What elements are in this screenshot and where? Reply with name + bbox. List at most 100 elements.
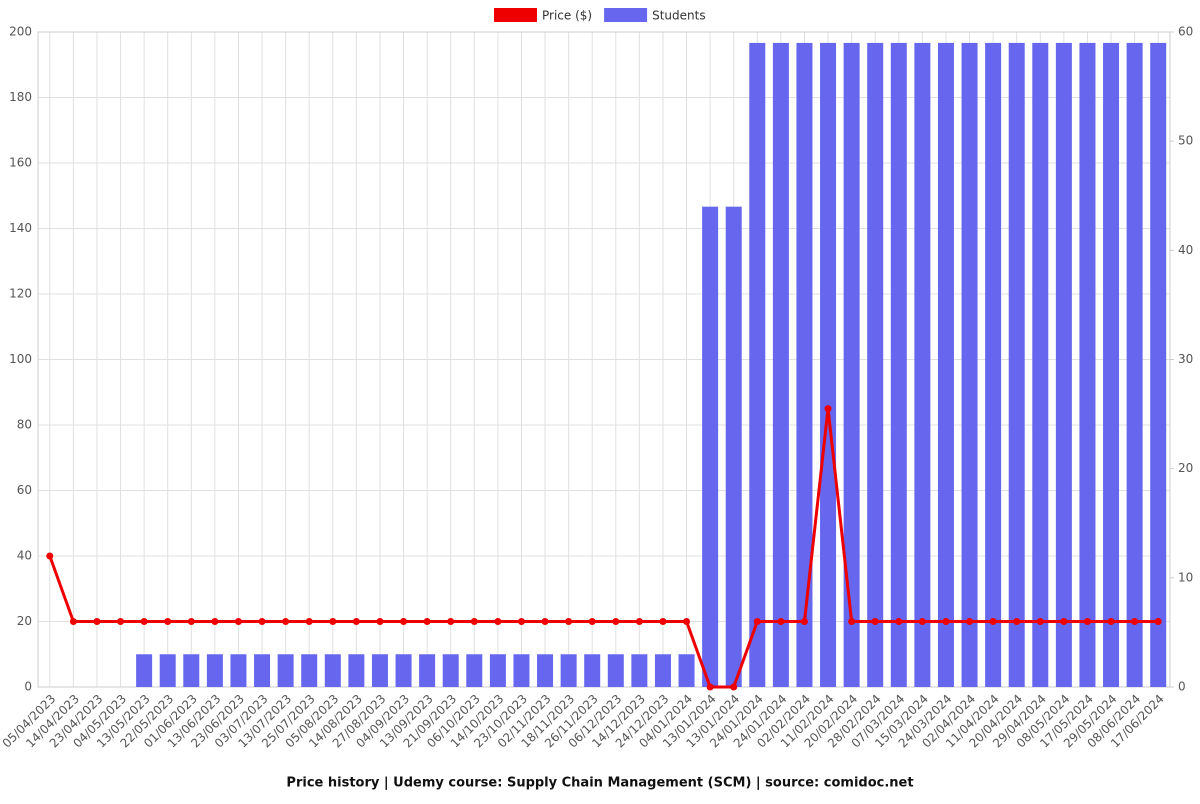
bar [937,42,954,687]
point [1036,618,1044,625]
bar [513,654,530,687]
point [494,618,502,625]
y-tick-label: 180 [9,90,32,104]
point [329,618,337,625]
point [1131,618,1139,625]
bar [277,654,294,687]
point [1083,618,1091,625]
point [69,618,77,625]
bar [725,206,742,687]
bar [631,654,648,687]
y-tick-label: 160 [9,156,32,170]
point [966,618,974,625]
bar [466,654,483,687]
point [1060,618,1068,625]
bar [584,654,601,687]
point [895,618,903,625]
bar [254,654,271,687]
y2-tick-label: 60 [1178,25,1193,39]
bar [1126,42,1143,687]
bar [961,42,978,687]
bar [560,654,577,687]
point [470,618,478,625]
point [211,618,219,625]
point [588,618,596,625]
bar [1032,42,1049,687]
bar [867,42,884,687]
y2-tick-label: 0 [1178,680,1186,694]
point [140,618,148,625]
y-tick-label: 140 [9,221,32,235]
point [989,618,997,625]
bar [607,654,624,687]
bar [678,654,695,687]
point [352,618,360,625]
point [565,618,573,625]
plot-border [37,31,1171,688]
bar [419,654,436,687]
point [517,618,525,625]
point [753,618,761,625]
point [800,618,808,625]
legend-swatch [604,8,648,22]
point [683,618,691,625]
bar [537,654,554,687]
y-tick-label: 20 [17,614,32,628]
point [942,618,950,625]
bar [654,654,671,687]
point [400,618,408,625]
y2-tick-label: 50 [1178,134,1193,148]
bar [159,654,176,687]
point [730,683,738,691]
bar [301,654,318,687]
bar [1055,42,1072,687]
bar [442,654,459,687]
point [706,683,714,691]
point [282,618,290,625]
y-tick-label: 0 [24,680,32,694]
point [187,618,195,625]
legend-label: Price ($) [542,9,592,23]
bar [843,42,860,687]
point [1154,618,1162,625]
point [234,618,242,625]
bar [749,42,766,687]
point [305,618,313,625]
point [1013,618,1021,625]
legend-label: Students [652,9,706,23]
bar [1079,42,1096,687]
y-tick-label: 40 [17,549,32,563]
point [258,618,266,625]
bar [324,654,341,687]
chart-title: Price history | Udemy course: Supply Cha… [286,776,913,791]
point [93,618,101,625]
point [164,618,172,625]
point [612,618,620,625]
point [824,405,832,413]
legend-swatch [494,8,537,22]
bar [702,206,719,687]
bar [772,42,789,687]
point [1107,618,1115,625]
point [918,618,926,625]
price-line [48,408,1159,689]
bar [796,42,813,687]
y-tick-label: 100 [9,352,32,366]
bar [348,654,365,687]
y2-tick-label: 30 [1178,352,1193,366]
point [848,618,856,625]
bar [1008,42,1025,687]
point [635,618,643,625]
bar [183,654,200,687]
bar [371,654,388,687]
y-tick-label: 200 [9,25,32,39]
y2-tick-label: 40 [1178,243,1193,257]
bar [914,42,931,687]
point [376,618,384,625]
point [46,552,54,560]
point [541,618,549,625]
bar [489,654,506,687]
bar [1150,42,1167,687]
point [871,618,879,625]
